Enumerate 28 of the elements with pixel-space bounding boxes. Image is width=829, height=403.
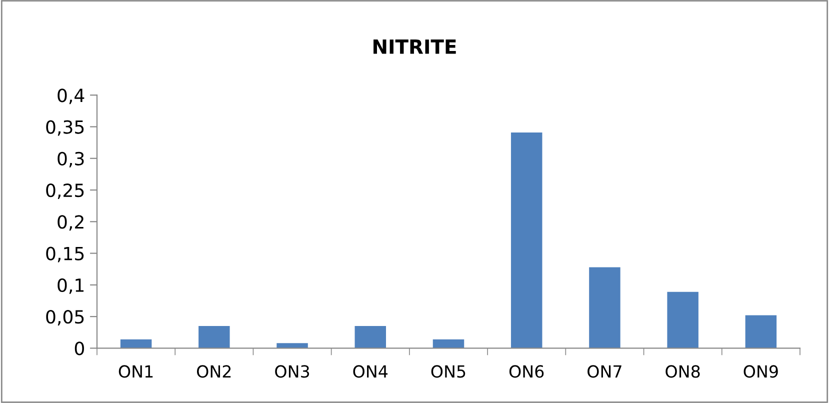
x-tick-label: ON8 — [666, 365, 700, 378]
x-tick-label: ON1 — [118, 365, 153, 378]
y-tick-label: 0,1 — [58, 278, 84, 294]
y-tick-label: 0 — [74, 342, 84, 356]
x-tick-label: ON4 — [353, 365, 388, 378]
y-tick-label: 0,4 — [58, 88, 84, 104]
y-tick-label: 0,05 — [46, 310, 84, 326]
chart-title: NITRITE — [374, 40, 456, 54]
y-tick-label: 0,15 — [46, 246, 84, 262]
bar — [354, 326, 386, 348]
bar — [745, 315, 777, 348]
bar — [276, 343, 308, 348]
bar — [589, 267, 620, 348]
x-tick-label: ON9 — [744, 365, 778, 378]
bar — [667, 292, 698, 348]
x-tick-label: ON3 — [275, 365, 310, 378]
y-tick-label: 0,2 — [58, 215, 84, 231]
y-tick-label: 0,25 — [46, 183, 84, 199]
x-tick-label: ON2 — [196, 365, 231, 378]
x-tick-label: ON6 — [509, 365, 544, 378]
bar — [198, 326, 230, 348]
bar — [120, 339, 152, 348]
x-tick-label: ON7 — [588, 365, 622, 378]
bar — [510, 132, 542, 348]
x-tick-label: ON5 — [431, 365, 466, 378]
bar — [432, 339, 464, 348]
y-tick-label: 0,3 — [58, 152, 84, 168]
y-tick-label: 0,35 — [46, 120, 84, 136]
